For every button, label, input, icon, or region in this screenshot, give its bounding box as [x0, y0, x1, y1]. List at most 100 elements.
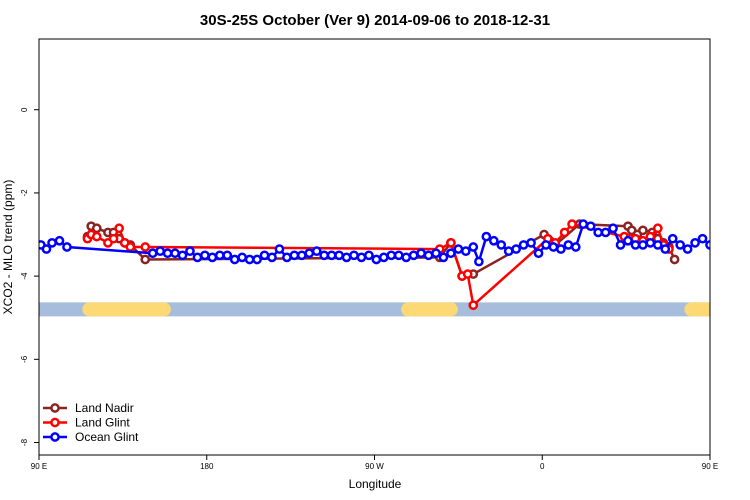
ocean-glint-point: [41, 244, 52, 254]
ocean-glint-point: [416, 248, 426, 259]
x-tick-label: 0: [540, 462, 545, 471]
ocean-glint-point: [207, 252, 218, 263]
ocean-glint-point: [408, 250, 419, 261]
ocean-glint-point: [229, 254, 240, 265]
ocean-glint-point: [222, 250, 233, 261]
ocean-glint-point: [147, 248, 158, 259]
land-glint-point: [462, 269, 473, 279]
ocean-glint-point: [364, 250, 374, 261]
ocean-glint-point: [682, 244, 693, 254]
ocean-glint-point: [274, 244, 285, 254]
land-glint-point: [559, 227, 570, 238]
ocean-glint-point: [503, 246, 514, 257]
ocean-glint-point: [481, 231, 492, 242]
ocean-glint-point: [511, 244, 522, 254]
ocean-glint-point: [162, 248, 173, 259]
land-glint-point: [567, 219, 577, 229]
x-tick-label: 180: [200, 462, 214, 471]
chart-title: 30S-25S October (Ver 9) 2014-09-06 to 20…: [200, 12, 550, 29]
x-axis: 90 E 180 90 W 0 90 E: [31, 455, 718, 471]
ocean-glint-point: [667, 233, 678, 244]
y-axis-label: XCO2 - MLO trend (ppm): [1, 180, 15, 315]
ocean-glint-point: [185, 246, 195, 257]
ocean-glint-point: [638, 240, 648, 250]
land-glint-point: [125, 242, 136, 252]
ocean-glint-point: [541, 240, 551, 250]
ocean-glint-point: [401, 252, 412, 263]
legend-swatch-marker: [50, 432, 60, 442]
ocean-glint-point: [237, 252, 248, 263]
y-tick-label: -4: [20, 272, 29, 280]
ocean-glint-point: [431, 248, 441, 259]
ocean-glint-point: [623, 235, 633, 246]
ocean-glint-point: [563, 240, 574, 250]
y-tick-label: 0: [20, 107, 29, 112]
ocean-glint-point: [170, 248, 180, 259]
ocean-glint-point: [690, 237, 700, 248]
x-axis-label: Longitude: [349, 477, 402, 491]
ocean-glint-point: [518, 240, 529, 250]
ocean-glint-point: [438, 252, 449, 263]
y-tick-label: -8: [20, 438, 29, 446]
ocean-glint-point: [556, 244, 566, 254]
ocean-glint-point: [423, 250, 434, 261]
x-tick-label: 90 E: [702, 462, 718, 471]
legend-label: Ocean Glint: [75, 430, 139, 444]
land-glint-point: [114, 223, 124, 234]
ocean-glint-point: [252, 254, 262, 265]
ocean-glint-point: [652, 240, 663, 250]
ocean-glint-point: [326, 250, 337, 261]
legend-item-ocean-glint: Ocean Glint: [43, 430, 139, 444]
ocean-glint-point: [585, 221, 596, 232]
ocean-glint-point: [548, 242, 559, 252]
ocean-glint-point: [319, 250, 330, 261]
land-glint-line: [86, 222, 670, 308]
ocean-glint-point: [714, 233, 721, 240]
land-nadir-point: [140, 254, 151, 265]
ocean-glint-point: [155, 246, 166, 257]
land-glint-point: [140, 242, 151, 252]
ocean-glint-point: [600, 227, 611, 238]
land-glint-point: [446, 237, 456, 248]
ocean-glint-point: [593, 227, 604, 238]
plot-content: [39, 219, 721, 317]
land-glint-point: [652, 223, 663, 234]
ocean-glint-point: [468, 242, 479, 252]
legend-swatch-marker: [50, 403, 60, 413]
land-nadir-point: [669, 254, 680, 265]
ocean-glint-point: [259, 250, 270, 261]
ocean-glint-point: [460, 246, 471, 257]
land-glint-point: [108, 233, 119, 244]
ocean-glint-point: [304, 248, 315, 259]
ocean-glint-point: [570, 242, 581, 252]
ocean-glint-point: [386, 250, 397, 261]
ocean-glint-point: [47, 237, 57, 248]
ocean-glint-point: [341, 252, 352, 263]
plot-area: [39, 219, 721, 317]
x-tick-label: 90 E: [31, 462, 47, 471]
ocean-glint-point: [660, 244, 671, 254]
ocean-glint-point: [393, 250, 404, 261]
ocean-glint-point: [474, 256, 484, 267]
ocean-glint-point: [705, 240, 710, 250]
ocean-glint-point: [177, 250, 188, 261]
legend-item-land-glint: Land Glint: [43, 416, 130, 430]
legend-item-land-nadir: Land Nadir: [43, 401, 134, 415]
ocean-glint-point: [645, 237, 656, 248]
ocean-glint-point: [214, 250, 225, 261]
ocean-glint-point: [62, 242, 72, 252]
ocean-glint-point: [675, 240, 686, 250]
ocean-glint-point: [311, 246, 322, 257]
ocean-glint-point: [200, 250, 210, 261]
ocean-glint-point: [496, 240, 507, 250]
ocean-glint-point: [446, 248, 456, 259]
ocean-glint-point: [244, 254, 255, 265]
legend-swatch-marker: [50, 417, 60, 428]
ocean-glint-point: [192, 252, 203, 263]
ocean-glint-point: [630, 240, 641, 250]
ocean-glint-point: [349, 250, 359, 261]
legend-label: Land Glint: [75, 416, 130, 430]
ocean-glint-point: [289, 250, 300, 261]
ocean-glint-point: [615, 240, 626, 250]
